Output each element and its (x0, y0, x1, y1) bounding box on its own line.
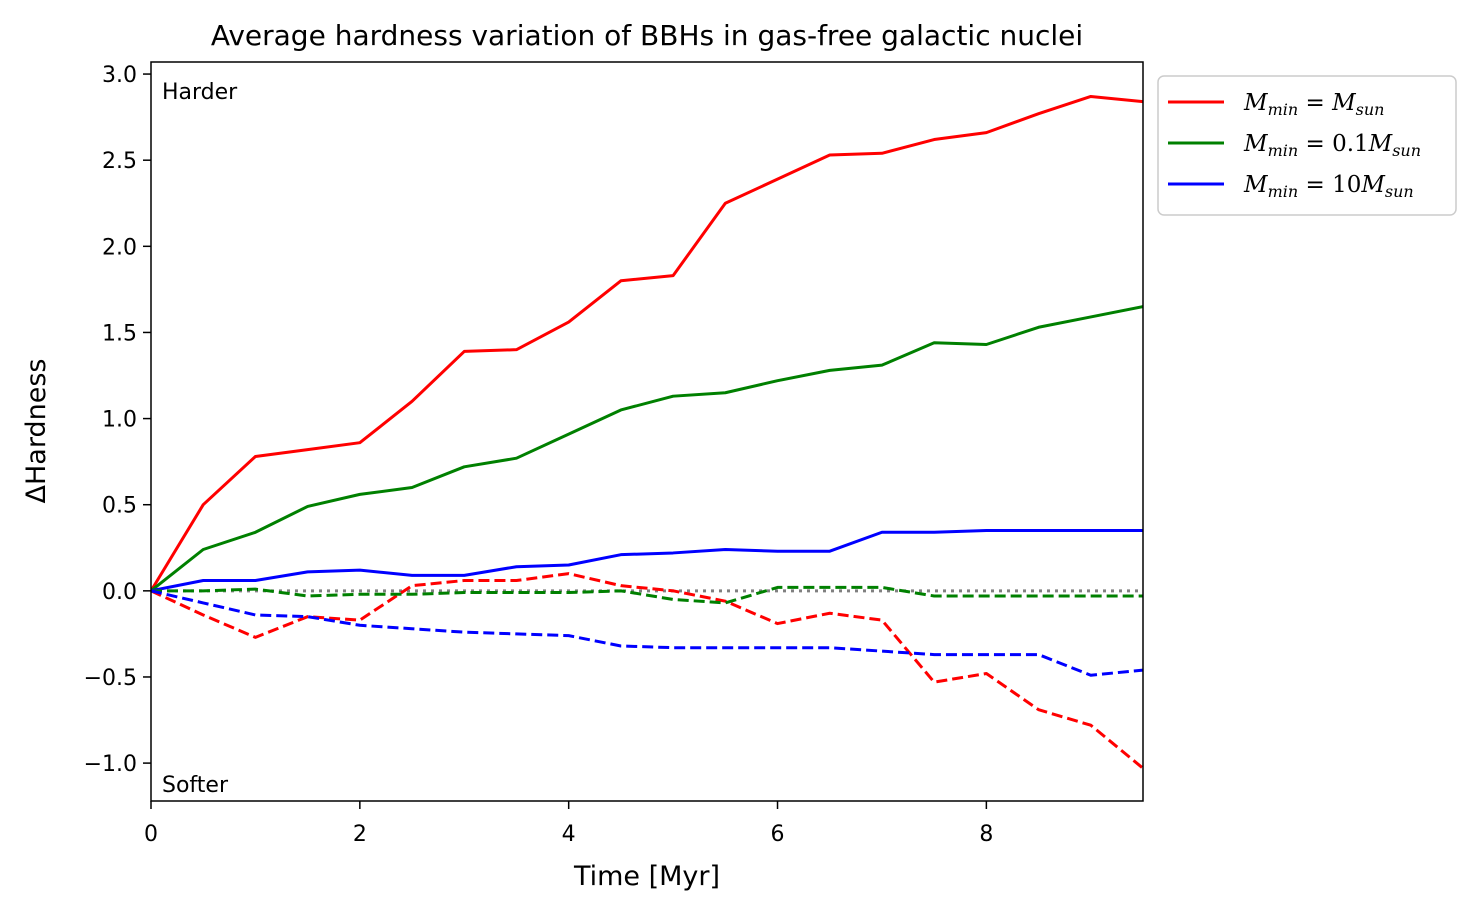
y-tick-label: 0.5 (102, 494, 137, 519)
y-tick-label: 1.0 (102, 408, 137, 433)
x-axis-label: Time [Myr] (573, 861, 720, 892)
series-line-dashed-4 (151, 585, 1143, 605)
y-tick-label: −1.0 (84, 752, 137, 777)
x-axis-ticks: 0 2 4 6 8 (144, 801, 993, 847)
y-tick-label: 3.0 (102, 63, 137, 88)
x-tick-label: 0 (144, 822, 158, 847)
annotation-softer: Softer (162, 773, 229, 798)
legend-label: Mmin = 10Msun (1243, 172, 1414, 201)
legend-label: Mmin = 0.1Msun (1243, 131, 1421, 160)
x-tick-label: 6 (771, 822, 785, 847)
series-line-solid-2 (151, 529, 1143, 593)
series-line-solid-1 (151, 305, 1143, 593)
y-axis-label: ΔHardness (21, 359, 52, 504)
y-tick-label: 2.5 (102, 149, 137, 174)
legend: Mmin = Msun Mmin = 0.1Msun Mmin = 10Msun (1157, 75, 1457, 216)
y-tick-label: 1.5 (102, 321, 137, 346)
y-tick-label: 0.0 (102, 580, 137, 605)
x-tick-label: 4 (562, 822, 576, 847)
annotation-harder: Harder (162, 80, 238, 105)
x-tick-label: 2 (353, 822, 367, 847)
series-layer (151, 94, 1143, 770)
series-line-dashed-5 (151, 589, 1143, 677)
chart-title: Average hardness variation of BBHs in ga… (211, 19, 1083, 52)
y-tick-label: 2.0 (102, 235, 137, 260)
y-axis-ticks: −1.0 −0.5 0.0 0.5 1.0 1.5 2.0 2.5 3.0 (84, 63, 151, 777)
plot-frame (150, 61, 1144, 802)
legend-label: Mmin = Msun (1243, 90, 1384, 119)
series-line-solid-0 (151, 94, 1143, 592)
x-tick-label: 8 (979, 822, 993, 847)
y-tick-label: −0.5 (84, 666, 137, 691)
legend-box (1157, 75, 1457, 216)
